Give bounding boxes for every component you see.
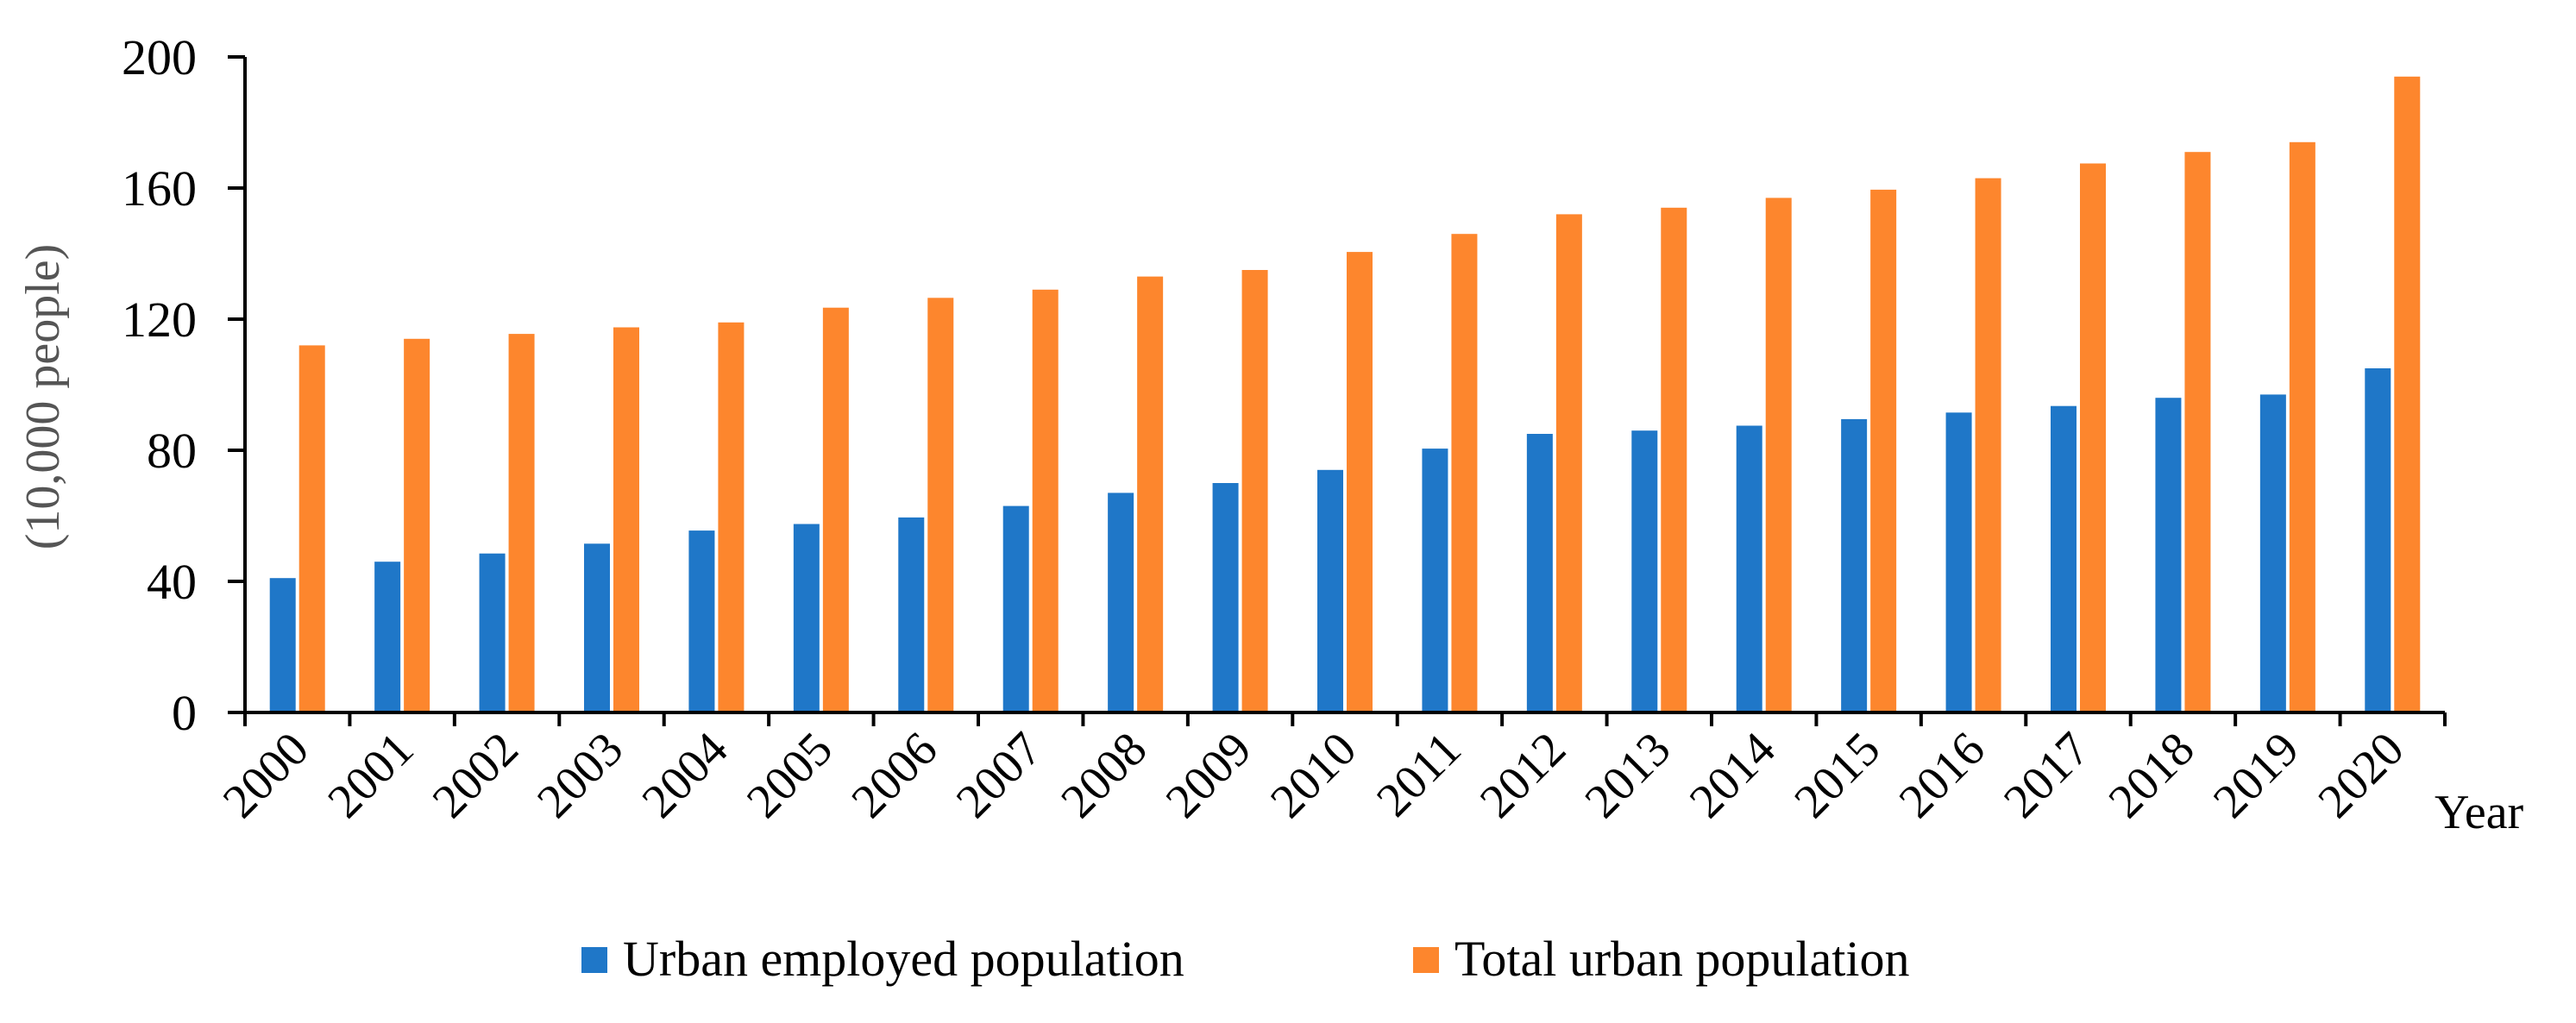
bar-employed-2016 xyxy=(1945,412,1972,712)
y-ticks-group: 0 40 80 120 160 200 xyxy=(122,29,245,741)
legend-label-total: Total urban population xyxy=(1454,931,1910,987)
bar-total-2015 xyxy=(1870,189,1897,712)
x-tick-label: 2000 xyxy=(213,722,319,828)
bar-employed-2019 xyxy=(2259,394,2286,712)
y-tick-label: 80 xyxy=(147,423,197,479)
bar-employed-2004 xyxy=(688,530,715,712)
axes-group xyxy=(243,57,2445,714)
x-tick-label: 2020 xyxy=(2308,722,2414,828)
bar-total-2011 xyxy=(1451,234,1478,712)
legend-swatch-employed xyxy=(581,947,607,973)
x-tick-label: 2013 xyxy=(1574,722,1681,828)
bar-employed-2006 xyxy=(898,517,925,712)
x-tick-label: 2015 xyxy=(1784,722,1890,828)
x-tick-label: 2018 xyxy=(2099,722,2205,828)
x-ticks-group: 2000200120022003200420052006200720082009… xyxy=(213,712,2447,828)
bar-employed-2015 xyxy=(1841,418,1868,712)
x-tick-label: 2007 xyxy=(946,722,1052,828)
bar-total-2012 xyxy=(1555,214,1582,712)
bar-total-2009 xyxy=(1241,270,1268,712)
bars-group xyxy=(269,76,2421,713)
bar-employed-2002 xyxy=(479,553,506,712)
bar-employed-2003 xyxy=(584,543,610,712)
bar-employed-2014 xyxy=(1736,425,1762,712)
x-tick-label: 2008 xyxy=(1051,722,1157,828)
x-tick-label: 2003 xyxy=(527,722,633,828)
x-tick-label: 2006 xyxy=(841,722,947,828)
x-tick-label: 2010 xyxy=(1260,722,1367,828)
bar-employed-2009 xyxy=(1212,483,1239,712)
legend-label-employed: Urban employed population xyxy=(623,931,1184,987)
y-tick-label: 40 xyxy=(147,554,197,610)
bar-total-2019 xyxy=(2289,141,2315,713)
bar-employed-2005 xyxy=(793,524,820,712)
bar-employed-2000 xyxy=(269,578,296,712)
bar-total-2002 xyxy=(508,334,535,712)
bar-total-2008 xyxy=(1137,276,1164,712)
x-tick-label: 2016 xyxy=(1889,722,1995,828)
bar-total-2006 xyxy=(927,298,954,712)
bar-employed-2001 xyxy=(374,562,401,712)
bar-total-2020 xyxy=(2394,76,2421,713)
x-tick-label: 2014 xyxy=(1680,722,1786,828)
bar-total-2016 xyxy=(1975,178,2001,713)
bar-total-2004 xyxy=(718,322,745,712)
x-tick-label: 2012 xyxy=(1470,722,1576,828)
x-tick-label: 2017 xyxy=(1994,722,2100,828)
bar-total-2010 xyxy=(1347,252,1373,713)
bar-employed-2011 xyxy=(1422,449,1448,712)
x-tick-label: 2019 xyxy=(2203,722,2309,828)
bar-total-2007 xyxy=(1032,289,1059,712)
x-tick-label: 2005 xyxy=(737,722,843,828)
bar-total-2003 xyxy=(613,327,639,712)
bar-total-2001 xyxy=(404,338,430,712)
bar-total-2018 xyxy=(2184,152,2211,712)
bar-total-2014 xyxy=(1765,198,1792,712)
y-tick-label: 0 xyxy=(172,685,197,741)
x-tick-label: 2001 xyxy=(317,722,424,828)
x-tick-label: 2011 xyxy=(1367,722,1472,827)
bar-employed-2008 xyxy=(1108,493,1134,712)
bar-total-2013 xyxy=(1661,207,1687,713)
y-tick-label: 200 xyxy=(122,29,197,85)
x-tick-label: 2002 xyxy=(423,722,529,828)
y-tick-label: 120 xyxy=(122,292,197,348)
x-axis-title: Year xyxy=(2435,786,2524,839)
legend-swatch-total xyxy=(1413,947,1439,973)
bar-employed-2017 xyxy=(2051,405,2077,712)
legend: Urban employed population Total urban pop… xyxy=(581,931,1910,987)
y-axis-title: (10,000 people) xyxy=(16,244,70,550)
y-tick-label: 160 xyxy=(122,160,197,217)
bar-total-2005 xyxy=(822,307,849,712)
bar-employed-2010 xyxy=(1317,469,1343,712)
x-tick-label: 2004 xyxy=(632,722,738,828)
bar-employed-2018 xyxy=(2155,398,2182,712)
bar-employed-2007 xyxy=(1002,505,1029,712)
x-tick-label: 2009 xyxy=(1156,722,1262,828)
bar-employed-2013 xyxy=(1631,430,1658,712)
bar-total-2017 xyxy=(2080,163,2106,712)
bar-employed-2020 xyxy=(2365,368,2391,712)
bar-total-2000 xyxy=(298,345,325,712)
bar-employed-2012 xyxy=(1526,434,1553,712)
